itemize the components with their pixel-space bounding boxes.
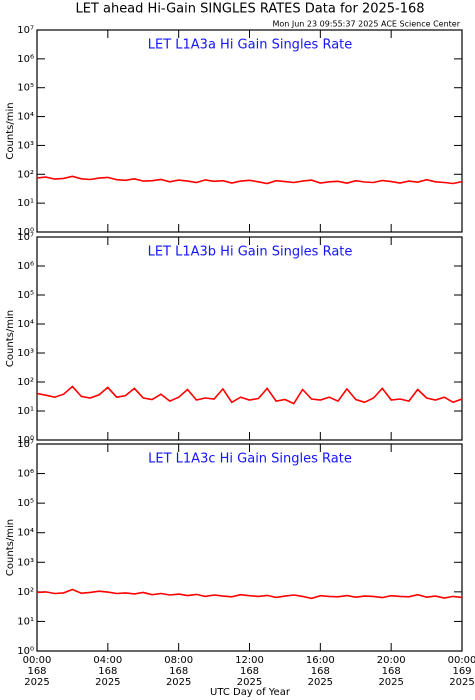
y-tick-label: 10¹ xyxy=(17,616,34,627)
y-tick-label: 10¹ xyxy=(17,406,34,417)
plot-frame xyxy=(36,29,463,233)
y-tick-label: 10⁷ xyxy=(17,439,34,450)
y-tick-label: 10² xyxy=(17,169,34,180)
y-tick-label: 10² xyxy=(17,587,34,598)
x-tick-label: 20:00 xyxy=(377,655,406,666)
y-tick-label: 10⁴ xyxy=(17,319,34,330)
x-tick-day: 169 xyxy=(452,666,471,677)
y-axis-label: Counts/min xyxy=(5,102,16,159)
data-line xyxy=(36,588,463,600)
x-tick-year: 2025 xyxy=(95,677,120,688)
x-tick-day: 168 xyxy=(27,666,46,677)
y-tick-label: 10⁵ xyxy=(17,290,34,301)
y-tick-label: 10² xyxy=(17,377,34,388)
timestamp: Mon Jun 23 09:55:37 2025 ACE Science Cen… xyxy=(272,20,460,29)
x-tick-label: 12:00 xyxy=(235,655,264,666)
x-tick-label: 00:00 xyxy=(23,655,52,666)
panel-title: LET L1A3a Hi Gain Singles Rate xyxy=(148,38,353,53)
y-tick-label: 10⁰ xyxy=(17,435,34,446)
data-line xyxy=(36,385,463,405)
y-tick-label: 10⁰ xyxy=(17,227,34,238)
y-tick-label: 10⁷ xyxy=(17,25,34,36)
panel-title: LET L1A3b Hi Gain Singles Rate xyxy=(148,245,353,260)
x-tick-day: 168 xyxy=(240,666,259,677)
y-tick-label: 10⁶ xyxy=(17,261,34,272)
y-tick-label: 10⁴ xyxy=(17,112,34,123)
data-line xyxy=(36,175,463,185)
y-tick-label: 10⁶ xyxy=(17,54,34,65)
x-tick-year: 2025 xyxy=(308,677,333,688)
x-tick-day: 168 xyxy=(311,666,330,677)
chart-title: LET ahead Hi-Gain SINGLES RATES Data for… xyxy=(75,2,424,17)
y-tick-label: 10⁰ xyxy=(17,646,34,657)
plot-frame xyxy=(36,236,463,441)
x-tick-year: 2025 xyxy=(378,677,403,688)
x-tick-day: 168 xyxy=(382,666,401,677)
x-tick-day: 168 xyxy=(169,666,188,677)
x-tick-year: 2025 xyxy=(24,677,49,688)
y-tick-label: 10³ xyxy=(17,140,34,151)
plot-frame xyxy=(36,443,463,652)
y-tick-label: 10¹ xyxy=(17,198,34,209)
y-tick-label: 10⁵ xyxy=(17,498,34,509)
x-tick-label: 04:00 xyxy=(93,655,122,666)
y-tick-label: 10⁶ xyxy=(17,469,34,480)
x-tick-year: 2025 xyxy=(449,677,474,688)
x-axis-label: UTC Day of Year xyxy=(210,687,291,698)
y-tick-label: 10⁷ xyxy=(17,232,34,243)
y-axis-label: Counts/min xyxy=(5,519,16,576)
y-tick-label: 10⁵ xyxy=(17,83,34,94)
x-tick-label: 16:00 xyxy=(306,655,335,666)
y-tick-label: 10³ xyxy=(17,557,34,568)
x-tick-day: 168 xyxy=(98,666,117,677)
y-tick-label: 10³ xyxy=(17,348,34,359)
x-tick-label: 00:00 xyxy=(448,655,475,666)
x-tick-year: 2025 xyxy=(237,677,262,688)
y-axis-label: Counts/min xyxy=(5,310,16,367)
x-tick-label: 08:00 xyxy=(164,655,193,666)
x-tick-year: 2025 xyxy=(166,677,191,688)
panel-title: LET L1A3c Hi Gain Singles Rate xyxy=(148,452,352,467)
y-tick-label: 10⁴ xyxy=(17,528,34,539)
